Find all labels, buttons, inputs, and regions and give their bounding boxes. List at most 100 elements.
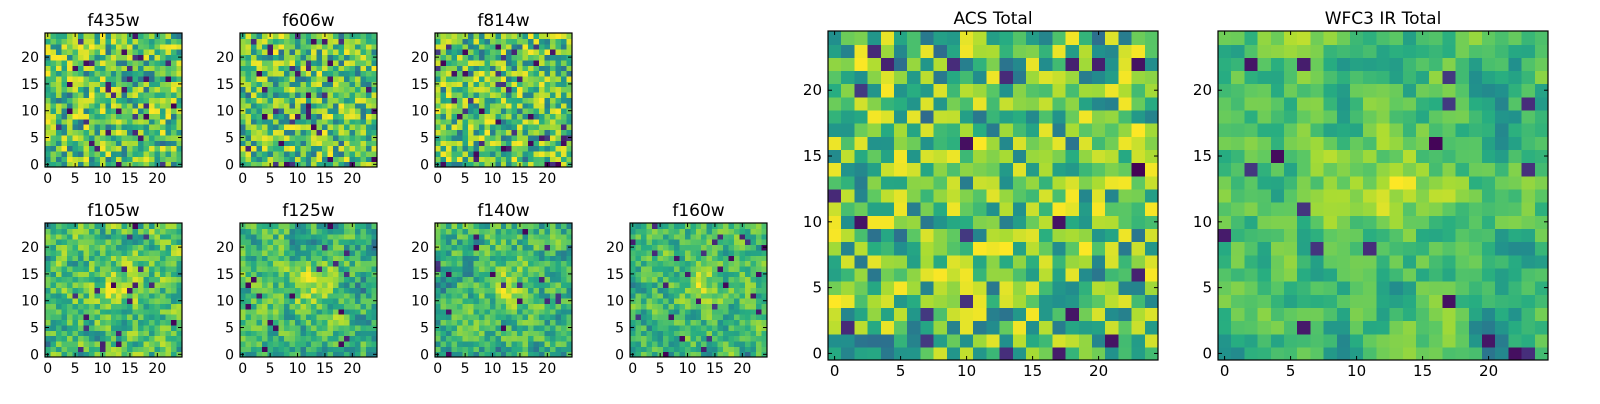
heatmap-cell [300,239,306,245]
heatmap-cell [501,282,507,288]
heatmap-cell [545,113,551,119]
heatmap-cell [344,81,350,87]
heatmap-cell [1079,307,1093,321]
heatmap-cell [701,223,707,229]
heatmap-cell [881,334,895,348]
heatmap-cell [446,44,452,50]
heatmap-cell [267,228,273,234]
heatmap-cell [490,336,496,342]
heatmap-cell [1132,255,1146,269]
heatmap-cell [517,298,523,304]
heatmap-cell [534,44,540,50]
heatmap-cell [328,309,334,315]
heatmap-cell [361,293,367,299]
heatmap-cell [479,314,485,320]
heatmap-cell [468,65,474,71]
heatmap-cell [300,341,306,347]
heatmap-cell [245,287,251,293]
heatmap-cell [712,341,718,347]
heatmap-cell [723,341,729,347]
heatmap-cell [734,255,740,261]
heatmap-cell [72,303,78,309]
heatmap-cell [545,151,551,157]
heatmap-cell [947,307,961,321]
heatmap-cell [545,234,551,240]
heatmap-cell [635,271,641,277]
heatmap-cell [539,271,545,277]
heatmap-cell [490,314,496,320]
heatmap-cell [501,76,507,82]
heatmap-cell [745,298,751,304]
heatmap-cell [116,113,122,119]
heatmap-cell [947,215,961,229]
heatmap-cell [94,92,100,98]
heatmap-cell [245,156,251,162]
heatmap-cell [89,244,95,250]
heatmap-cell [328,151,334,157]
heatmap-cell [641,319,647,325]
heatmap-cell [1118,242,1132,256]
heatmap-cell [1132,202,1146,216]
heatmap-cell [339,309,345,315]
heatmap-cell [729,261,735,267]
heatmap-cell [495,261,501,267]
heatmap-cell [729,336,735,342]
heatmap-cell [501,97,507,103]
heatmap-cell [674,303,680,309]
heatmap-cell [122,309,128,315]
heatmap-cell [729,325,735,331]
heatmap-cell [122,244,128,250]
heatmap-cell [262,65,268,71]
heatmap-cell [718,250,724,256]
heatmap-cell [451,319,457,325]
heatmap-cell [94,325,100,331]
heatmap-cell [300,151,306,157]
heatmap-cell [512,108,518,114]
heatmap-cell [366,303,372,309]
heatmap-cell [545,156,551,162]
heatmap-cell [435,124,441,130]
heatmap-cell [550,266,556,272]
heatmap-cell [501,113,507,119]
heatmap-cell [550,44,556,50]
heatmap-cell [116,129,122,135]
heatmap-cell [501,228,507,234]
heatmap-cell [528,346,534,352]
heatmap-cell [300,140,306,146]
heatmap-cell [160,140,166,146]
heatmap-cell [457,293,463,299]
heatmap-cell [435,87,441,93]
heatmap-cell [45,234,51,240]
heatmap-cell [267,103,273,109]
heatmap-cell [468,60,474,66]
heatmap-cell [256,282,262,288]
heatmap-cell [149,271,155,277]
heatmap-cell [361,234,367,240]
heatmap-cell [545,298,551,304]
x-tick-label: 5 [71,171,80,187]
heatmap-cell [72,287,78,293]
heatmap-cell [446,119,452,125]
heatmap-cell [973,202,987,216]
heatmap-cell [350,271,356,277]
heatmap-cell [435,65,441,71]
heatmap-cell [78,250,84,256]
heatmap-cell [1052,268,1066,282]
heatmap-cell [473,277,479,283]
heatmap-cell [484,156,490,162]
heatmap-cell [240,76,246,82]
heatmap-cell [973,347,987,361]
heatmap-cell [484,330,490,336]
heatmap-cell [350,298,356,304]
heatmap-cell [339,113,345,119]
heatmap-cell [344,234,350,240]
heatmap-cell [451,103,457,109]
heatmap-cell [479,341,485,347]
heatmap-cell [78,330,84,336]
heatmap-cell [534,119,540,125]
heatmap-cell [67,65,73,71]
heatmap-cell [517,325,523,331]
heatmap-cell [973,242,987,256]
heatmap-cell [545,38,551,44]
